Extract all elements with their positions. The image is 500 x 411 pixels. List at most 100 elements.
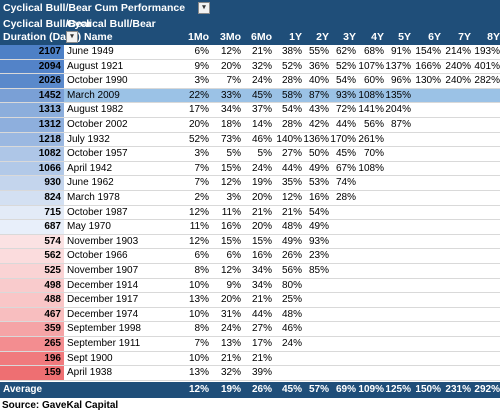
name-cell: June 1949 (67, 46, 114, 57)
name-cell: October 2002 (67, 119, 128, 130)
value-cell-6mo: 24% (251, 162, 272, 174)
value-cell-3y: 170% (330, 133, 356, 145)
value-cell-8y: 193% (474, 46, 500, 57)
value-cell-2y: 42% (308, 119, 329, 130)
column-header-6mo: 6Mo (251, 31, 272, 43)
value-cell-2y: 87% (308, 89, 329, 101)
value-cell-1mo: 8% (194, 323, 209, 335)
table-row: 687 May 1970 11% 16% 20% 48% 49% (0, 220, 500, 235)
average-label: Average (3, 383, 43, 395)
value-cell-4y: 107% (358, 60, 384, 72)
value-cell-3mo: 12% (220, 265, 241, 276)
value-cell-6mo: 45% (251, 89, 272, 101)
value-cell-1y: 49% (281, 235, 302, 247)
name-cell: September 1998 (67, 323, 141, 335)
value-cell-1mo: 20% (188, 119, 209, 130)
average-cell-6y: 150% (415, 383, 441, 395)
column-header-3mo: 3Mo (220, 31, 241, 43)
value-cell-3mo: 12% (220, 177, 241, 189)
value-cell-3mo: 16% (220, 221, 241, 233)
name-cell: Sept 1900 (67, 352, 113, 364)
value-cell-1mo: 12% (188, 235, 209, 247)
value-cell-1mo: 3% (194, 148, 209, 160)
value-cell-3y: 28% (335, 192, 356, 203)
table-row: 715 October 1987 12% 11% 21% 21% 54% (0, 205, 500, 221)
value-cell-1y: 25% (281, 294, 302, 306)
value-cell-2y: 49% (308, 221, 329, 233)
value-cell-1mo: 8% (194, 265, 209, 276)
value-cell-1y: 38% (281, 46, 302, 57)
value-cell-3y: 45% (335, 148, 356, 160)
name-header-line2: Name (84, 31, 113, 43)
value-cell-6mo: 37% (251, 104, 272, 116)
table-row: 1082 October 1957 3% 5% 5% 27% 50% 45% 70% (0, 147, 500, 162)
value-cell-1y: 56% (281, 265, 302, 276)
duration-cell: 488 (0, 293, 64, 307)
source-note: Source: GaveKal Capital (2, 399, 119, 411)
table-row: 159 April 1938 13% 32% 39% (0, 366, 500, 381)
value-cell-1mo: 13% (188, 294, 209, 306)
value-cell-6mo: 21% (251, 294, 272, 306)
value-cell-1y: 12% (281, 192, 302, 203)
name-cell: April 1942 (67, 162, 113, 174)
value-cell-1y: 80% (281, 279, 302, 291)
name-cell: December 1917 (67, 294, 139, 306)
duration-cell: 824 (0, 191, 64, 205)
value-cell-2y: 55% (308, 46, 329, 57)
value-cell-1mo: 10% (188, 352, 209, 364)
value-cell-1y: 28% (281, 119, 302, 130)
value-cell-6mo: 46% (251, 133, 272, 145)
value-cell-3y: 62% (335, 46, 356, 57)
value-cell-5y: 135% (385, 89, 411, 101)
table-row: 1313 August 1982 17% 34% 37% 54% 43% 72% 141% 204… (0, 103, 500, 118)
duration-cell: 562 (0, 249, 64, 263)
value-cell-3mo: 6% (226, 250, 241, 262)
value-cell-3mo: 15% (220, 235, 241, 247)
duration-cell: 574 (0, 234, 64, 249)
value-cell-6mo: 39% (251, 367, 272, 379)
name-cell: August 1921 (67, 60, 124, 72)
column-header-5y: 5Y (398, 31, 411, 43)
table-row: 574 November 1903 12% 15% 15% 49% 93% (0, 234, 500, 250)
value-cell-5y: 137% (385, 60, 411, 72)
duration-cell: 715 (0, 205, 64, 220)
value-cell-2y: 50% (308, 148, 329, 160)
value-cell-3y: 72% (335, 104, 356, 116)
value-cell-1mo: 7% (194, 177, 209, 189)
value-cell-2y: 43% (308, 104, 329, 116)
value-cell-4y: 108% (358, 89, 384, 101)
value-cell-1mo: 7% (194, 338, 209, 349)
table-row: 498 December 1914 10% 9% 34% 80% (0, 278, 500, 294)
table-row: 824 March 1978 2% 3% 20% 12% 16% 28% (0, 191, 500, 206)
value-cell-1mo: 12% (188, 206, 209, 218)
name-cell: October 1990 (67, 75, 128, 87)
average-cell-2y: 57% (308, 383, 329, 395)
value-cell-3mo: 3% (226, 192, 241, 203)
value-cell-2y: 136% (303, 133, 329, 145)
value-cell-3mo: 9% (226, 279, 241, 291)
table-row: 525 November 1907 8% 12% 34% 56% 85% (0, 264, 500, 279)
value-cell-4y: 141% (358, 104, 384, 116)
duration-cell: 498 (0, 278, 64, 293)
title-filter-icon[interactable]: ▾ (198, 2, 210, 14)
duration-cell: 1312 (0, 118, 64, 132)
table-header-left: Cyclical Bull/Bear Duration (Days) Cycli… (0, 17, 180, 45)
name-cell: October 1987 (67, 206, 128, 218)
name-cell: April 1938 (67, 367, 113, 379)
value-cell-3mo: 13% (220, 338, 241, 349)
duration-sort-filter-icon[interactable]: ▾ (66, 31, 78, 43)
value-cell-1mo: 52% (188, 133, 209, 145)
value-cell-6mo: 21% (251, 352, 272, 364)
value-cell-1mo: 13% (188, 367, 209, 379)
value-cell-2y: 53% (308, 177, 329, 189)
name-cell: March 2009 (67, 89, 120, 101)
value-cell-1y: 52% (281, 60, 302, 72)
value-cell-3y: 54% (335, 75, 356, 87)
value-cell-1mo: 11% (189, 221, 209, 233)
value-cell-7y: 240% (445, 60, 471, 72)
duration-cell: 359 (0, 322, 64, 336)
value-cell-5y: 91% (390, 46, 411, 57)
average-row: Average 12% 19% 26% 45% 57% 69% 109% 125% 150% 23… (0, 381, 500, 398)
value-cell-3mo: 34% (220, 104, 241, 116)
table-row: 2107 June 1949 6% 12% 21% 38% 55% 62% 68% 91% 154%… (0, 45, 500, 60)
